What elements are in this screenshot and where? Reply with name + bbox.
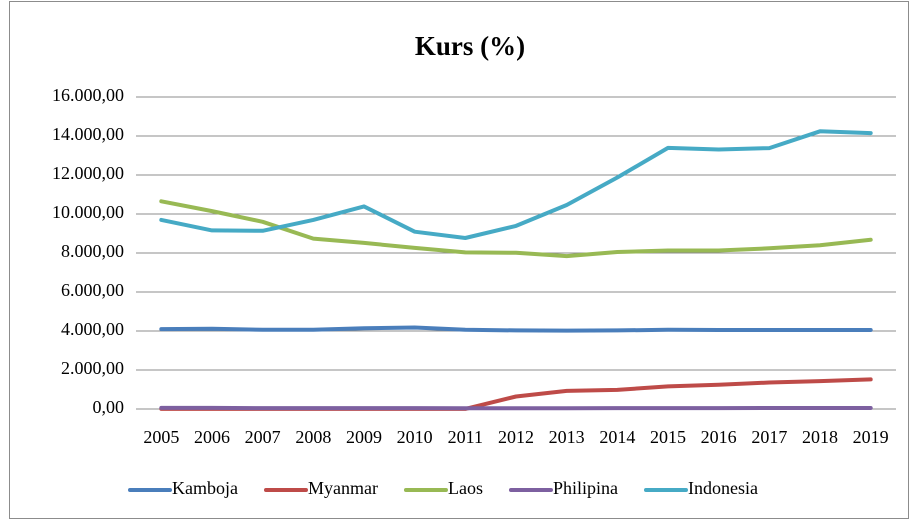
x-tick-label: 2008 <box>295 427 331 447</box>
x-tick-label: 2013 <box>549 427 585 447</box>
x-tick-label: 2009 <box>346 427 382 447</box>
y-tick-label: 0,00 <box>93 397 125 417</box>
series-line <box>159 129 873 240</box>
x-tick-label: 2019 <box>853 427 889 447</box>
y-tick-label: 6.000,00 <box>61 280 124 300</box>
x-tick-label: 2014 <box>599 427 635 447</box>
x-tick-label: 2005 <box>143 427 179 447</box>
y-tick-label: 14.000,00 <box>52 124 124 144</box>
x-tick-label: 2006 <box>194 427 230 447</box>
y-tick-label: 16.000,00 <box>52 85 124 105</box>
legend-label: Laos <box>448 478 483 498</box>
x-tick-label: 2007 <box>245 427 281 447</box>
x-tick-label: 2015 <box>650 427 686 447</box>
legend-label: Philipina <box>553 478 618 498</box>
x-tick-label: 2018 <box>802 427 838 447</box>
x-tick-label: 2012 <box>498 427 534 447</box>
y-tick-label: 8.000,00 <box>61 241 124 261</box>
chart-frame <box>9 1 909 519</box>
series-line <box>159 325 873 333</box>
y-tick-label: 2.000,00 <box>61 358 124 378</box>
chart-title: Kurs (%) <box>415 31 525 61</box>
x-tick-label: 2011 <box>448 427 483 447</box>
y-tick-label: 4.000,00 <box>61 319 124 339</box>
y-tick-label: 10.000,00 <box>52 202 124 222</box>
legend-label: Myanmar <box>308 478 378 498</box>
x-tick-label: 2010 <box>397 427 433 447</box>
y-tick-label: 12.000,00 <box>52 163 124 183</box>
x-tick-label: 2016 <box>701 427 737 447</box>
x-tick-label: 2017 <box>751 427 787 447</box>
legend-label: Indonesia <box>688 478 758 498</box>
legend-label: Kamboja <box>172 478 238 498</box>
